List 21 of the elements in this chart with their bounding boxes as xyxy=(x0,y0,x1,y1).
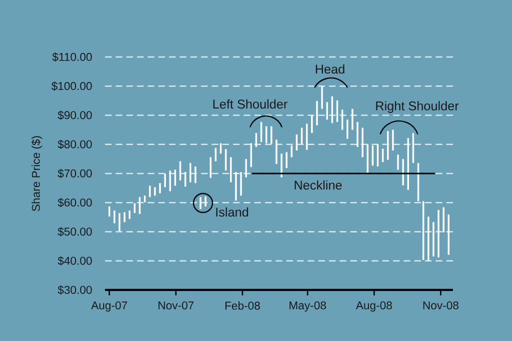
x-tick-label: Feb-08 xyxy=(225,301,260,310)
annotation: Neckline xyxy=(294,180,342,190)
y-tick-label: $60.00 xyxy=(58,198,92,208)
annotation: Left Shoulder xyxy=(213,99,288,109)
y-tick-label: $100.00 xyxy=(51,82,92,91)
y-tick-label: $80.00 xyxy=(58,140,92,149)
x-tick-label: May-08 xyxy=(290,301,326,312)
annotation: Right Shoulder xyxy=(376,101,459,113)
y-axis-title: Share Price ($) xyxy=(31,136,42,212)
y-tick-label: $30.00 xyxy=(58,285,92,295)
annotation: Head xyxy=(316,64,344,74)
y-tick-label: $90.00 xyxy=(58,110,92,120)
y-tick-label: $110.00 xyxy=(52,52,92,62)
y-tick-label: $40.00 xyxy=(58,256,92,266)
x-tick-label: Nov-07 xyxy=(158,301,194,310)
x-tick-label: Nov-08 xyxy=(423,301,458,310)
y-tick-label: $50.00 xyxy=(58,227,92,236)
x-tick-label: Aug-08 xyxy=(356,301,392,312)
x-tick-label: Aug-07 xyxy=(91,301,128,312)
y-tick-label: $70.00 xyxy=(58,168,92,178)
annotation: Island xyxy=(216,207,248,217)
